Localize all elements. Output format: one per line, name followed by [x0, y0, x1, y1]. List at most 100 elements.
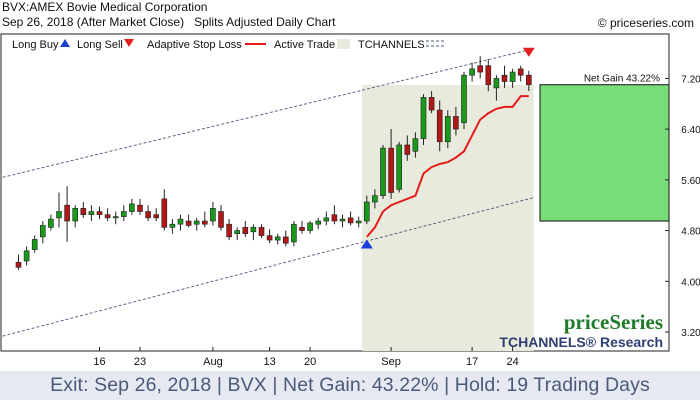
candle-body — [39, 225, 46, 238]
candle — [509, 68, 516, 88]
copyright-text: © priceseries.com — [597, 16, 694, 30]
candle-body — [15, 261, 22, 268]
candle-body — [347, 217, 354, 224]
candle-body — [169, 223, 176, 228]
candle — [96, 206, 103, 220]
candle-body — [112, 216, 119, 219]
candle — [145, 205, 151, 222]
candle-body — [177, 218, 184, 225]
candle — [315, 217, 322, 230]
stop-loss-path — [366, 95, 529, 238]
candle-body — [339, 218, 346, 222]
candle-body — [363, 201, 370, 222]
date-subtitle: Sep 26, 2018 (After Market Close) Splits… — [2, 15, 336, 29]
candle-body — [56, 211, 62, 219]
candle-body — [428, 97, 435, 111]
candle-body — [509, 71, 516, 82]
legend-sell-arrow-icon — [124, 39, 134, 47]
candle-body — [104, 214, 111, 219]
candle — [501, 65, 508, 88]
candle-body — [274, 236, 281, 241]
candle — [104, 208, 111, 222]
buy-arrow-icon — [360, 239, 373, 249]
candle-body — [250, 227, 257, 233]
x-tick-label: 16 — [93, 356, 105, 368]
candle-body — [48, 218, 54, 228]
candle — [453, 106, 459, 136]
candle — [218, 205, 224, 231]
candle — [242, 221, 249, 237]
candle — [121, 205, 127, 222]
candle-body — [161, 198, 168, 228]
candle — [274, 233, 281, 245]
x-axis: 16 23 Aug 13 20 Sep 17 24 — [93, 347, 519, 368]
x-tick-label: 24 — [506, 356, 518, 368]
candle-body — [185, 220, 192, 226]
legend-active-trade: Active Trade — [274, 39, 335, 51]
candle — [202, 211, 208, 228]
candle — [525, 70, 532, 92]
candle — [477, 56, 484, 79]
candle-body — [461, 74, 467, 124]
candle — [372, 189, 378, 209]
candle-body — [80, 208, 87, 215]
candle-body — [23, 250, 30, 262]
candle — [112, 211, 119, 225]
legend-tchannels: TCHANNELS — [358, 39, 425, 51]
candle — [210, 202, 216, 226]
candle — [266, 229, 273, 244]
candle-body — [242, 227, 249, 235]
net-gain-label: Net Gain 43.22% — [584, 74, 660, 85]
candle-body — [218, 211, 224, 228]
brand-watermark: priceSeries TCHANNELS® Research — [499, 310, 663, 350]
candle-body — [493, 78, 500, 89]
candle-body — [436, 109, 443, 143]
candle — [177, 214, 184, 231]
brand-research: TCHANNELS® Research — [499, 334, 663, 350]
candle — [48, 214, 54, 231]
price-chart: Net Gain 43.22% 3.20 4.00 4.80 5.60 6.40 7.20… — [0, 33, 700, 368]
x-tick-label: 13 — [263, 356, 275, 368]
candle-body — [121, 211, 127, 217]
symbol-title: BVX:AMEX Bovie Medical Corporation — [2, 0, 208, 14]
candle-body — [234, 230, 240, 235]
candle-body — [331, 214, 338, 222]
y-tick-label: 5.60 — [681, 176, 700, 187]
candle — [161, 189, 168, 231]
candle-body — [420, 97, 427, 139]
y-tick-label: 6.40 — [681, 125, 700, 136]
candle-body — [323, 217, 330, 222]
candle — [323, 211, 330, 226]
candle-body — [129, 203, 135, 212]
y-tick-label: 4.80 — [681, 227, 700, 238]
candle — [15, 254, 22, 270]
candle-body — [525, 74, 532, 86]
candle — [331, 205, 338, 225]
candles — [15, 56, 532, 270]
trade-summary-footer: Exit: Sep 26, 2018 | BVX | Net Gain: 43.… — [0, 371, 700, 400]
candle-body — [388, 147, 394, 193]
candle-body — [137, 204, 143, 212]
candle-body — [380, 147, 386, 196]
candle — [226, 219, 232, 241]
candle — [153, 208, 159, 222]
candle — [72, 205, 78, 228]
legend-background — [2, 35, 446, 53]
candle — [363, 195, 370, 225]
candle — [461, 72, 467, 130]
candle-body — [372, 195, 378, 203]
candle-body — [355, 220, 362, 224]
candle — [517, 65, 524, 82]
candle — [64, 186, 70, 242]
legend-active-swatch — [337, 39, 350, 49]
candle — [129, 198, 135, 215]
trade-signals — [360, 47, 535, 249]
x-tick-label: Sep — [381, 356, 401, 368]
candle — [404, 135, 411, 161]
candle-body — [501, 74, 508, 82]
candle — [282, 230, 289, 247]
candle — [420, 94, 427, 145]
x-tick-label: 20 — [304, 356, 316, 368]
candle — [339, 214, 346, 228]
candle-body — [412, 138, 419, 152]
